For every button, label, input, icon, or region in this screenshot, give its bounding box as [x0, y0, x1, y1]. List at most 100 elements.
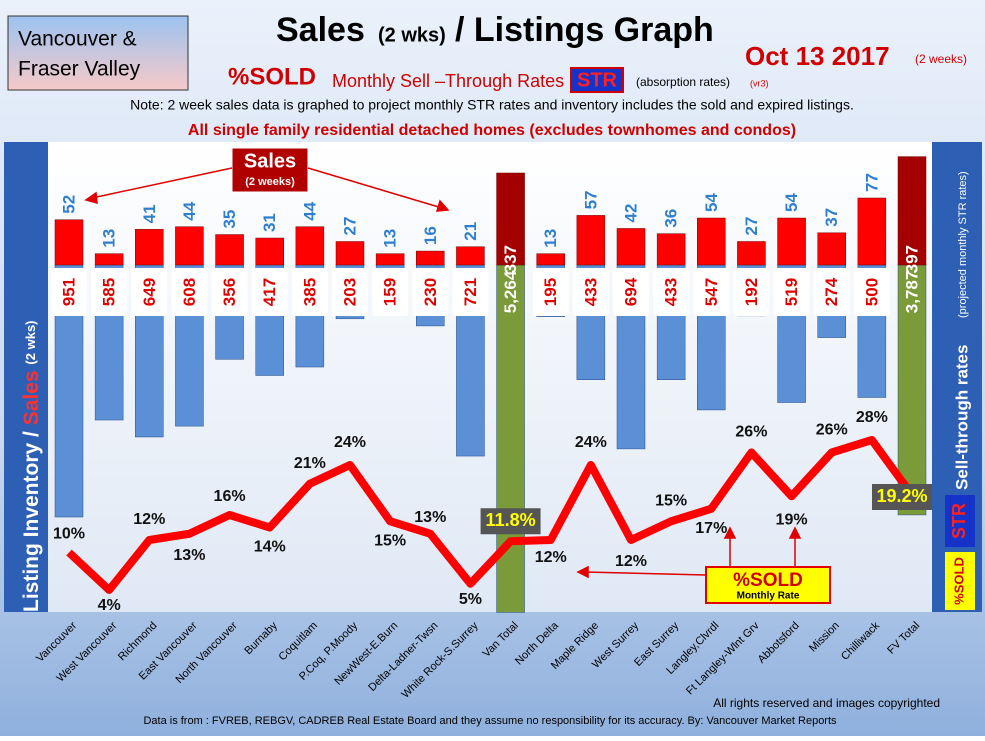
sales-bar: [94, 253, 124, 266]
sales-label: 35: [220, 210, 239, 229]
inventory-label-box: [452, 268, 489, 316]
sales-bar: [536, 253, 565, 266]
title: Sales: [276, 11, 365, 49]
sales-bar: [656, 233, 686, 266]
inventory-label-box: [733, 268, 770, 316]
annotation: Monthly Rate: [737, 591, 800, 602]
sales-label: 41: [140, 204, 159, 223]
sales-bar: [215, 234, 244, 266]
sales-label: 54: [702, 193, 721, 212]
inventory-bar: [897, 264, 927, 516]
sales-bar: [817, 232, 846, 266]
inventory-label-box: [693, 268, 730, 316]
right-axis-sold: %SOLD: [951, 557, 966, 605]
sales-bar: [456, 246, 485, 266]
annotation: (2 weeks): [245, 176, 295, 188]
footer: Data is from : FVREB, REBGV, CADREB Real…: [143, 715, 837, 727]
str-label: 11.8%: [486, 510, 536, 530]
str-label: 14%: [254, 539, 286, 556]
sales-label: 13: [381, 229, 400, 248]
sales-annotation-box: [231, 147, 309, 193]
inventory-label: 433: [662, 278, 681, 306]
str-label-box: [480, 508, 541, 535]
inventory-label: 159: [381, 278, 400, 306]
str-badge: [570, 67, 624, 93]
sales-label: 337: [501, 245, 520, 273]
sales-label: 52: [59, 195, 78, 214]
left-axis-part: Sales: [20, 370, 43, 425]
inventory-label: 500: [862, 278, 881, 306]
inventory-label: 417: [260, 278, 279, 306]
str-label: 24%: [575, 434, 607, 451]
sales-bar: [135, 229, 164, 266]
inventory-label-box: [653, 268, 690, 316]
sales-bar: [737, 241, 766, 266]
right-axis-str: STR: [949, 503, 969, 539]
title: (2 wks): [378, 24, 446, 46]
str-label: 28%: [856, 409, 888, 426]
sales-label: 31: [260, 213, 279, 232]
date-note: (2 weeks): [915, 52, 967, 66]
str-label: 16%: [214, 488, 246, 505]
inventory-label: 585: [100, 278, 119, 306]
inventory-label: 694: [621, 277, 640, 306]
sales-label: 13: [100, 229, 119, 248]
str-label: 17%: [695, 520, 727, 537]
str-badge: [945, 495, 975, 547]
inventory-label-box: [251, 268, 288, 316]
inventory-label: 192: [742, 278, 761, 306]
inventory-label-box: [171, 268, 208, 316]
sales-bar: [897, 156, 927, 266]
sales-bar: [496, 172, 525, 266]
sales-bar: [175, 226, 204, 266]
subtitle: STR: [577, 69, 618, 91]
sales-bar: [335, 241, 365, 266]
subtitle: %SOLD: [228, 63, 316, 90]
inventory-label-box: [291, 268, 328, 316]
inventory-label-box: [211, 268, 248, 316]
region-box: [7, 15, 189, 91]
inventory-label-box: [91, 268, 128, 316]
scope: All single family residential detached h…: [188, 122, 796, 139]
inventory-label: 230: [421, 278, 440, 306]
inventory-label-box: [613, 268, 649, 316]
inventory-label: 3,787: [902, 271, 921, 314]
str-label: 15%: [655, 492, 687, 509]
inventory-label-box: [773, 268, 810, 316]
sales-label: 42: [621, 204, 640, 223]
sales-bar: [697, 217, 726, 266]
annotation: %SOLD: [733, 570, 803, 591]
arrows: [84, 167, 802, 579]
date: Oct 13 2017: [745, 41, 890, 71]
note: Note: 2 week sales data is graphed to pr…: [130, 97, 854, 113]
str-label: 19%: [776, 511, 808, 528]
left-axis: Listing Inventory / Sales (2 wks): [20, 320, 43, 612]
str-label: 5%: [459, 591, 482, 608]
str-label: 15%: [374, 532, 406, 549]
inventory-label: 385: [300, 278, 319, 306]
inventory-label: 433: [581, 278, 600, 306]
left-axis-part: (2 wks): [23, 320, 38, 364]
sales-label: 54: [782, 193, 801, 212]
inventory-label-box: [412, 268, 449, 316]
str-label: 26%: [816, 422, 848, 439]
inventory-label: 203: [340, 278, 359, 306]
str-label: 19.2%: [876, 486, 927, 506]
sales-label: 37: [822, 208, 841, 227]
subtitle: (absorption rates): [636, 75, 730, 89]
sales-bar: [616, 228, 646, 266]
inventory-label-box: [131, 268, 168, 316]
str-label: 10%: [53, 526, 85, 543]
str-label: 12%: [535, 549, 567, 566]
inventory-label-box: [853, 268, 890, 316]
region: Vancouver &: [18, 28, 137, 51]
str-label: 13%: [173, 547, 205, 564]
str-line: [66, 436, 916, 594]
sales-label: 397: [902, 245, 921, 273]
str-label: 4%: [98, 597, 121, 614]
inventory-label: 608: [180, 278, 199, 306]
sales-label: 77: [862, 173, 881, 192]
left-axis-part: Listing Inventory /: [20, 431, 43, 612]
inventory-label: 519: [782, 278, 801, 306]
inventory-label: 547: [702, 278, 721, 306]
